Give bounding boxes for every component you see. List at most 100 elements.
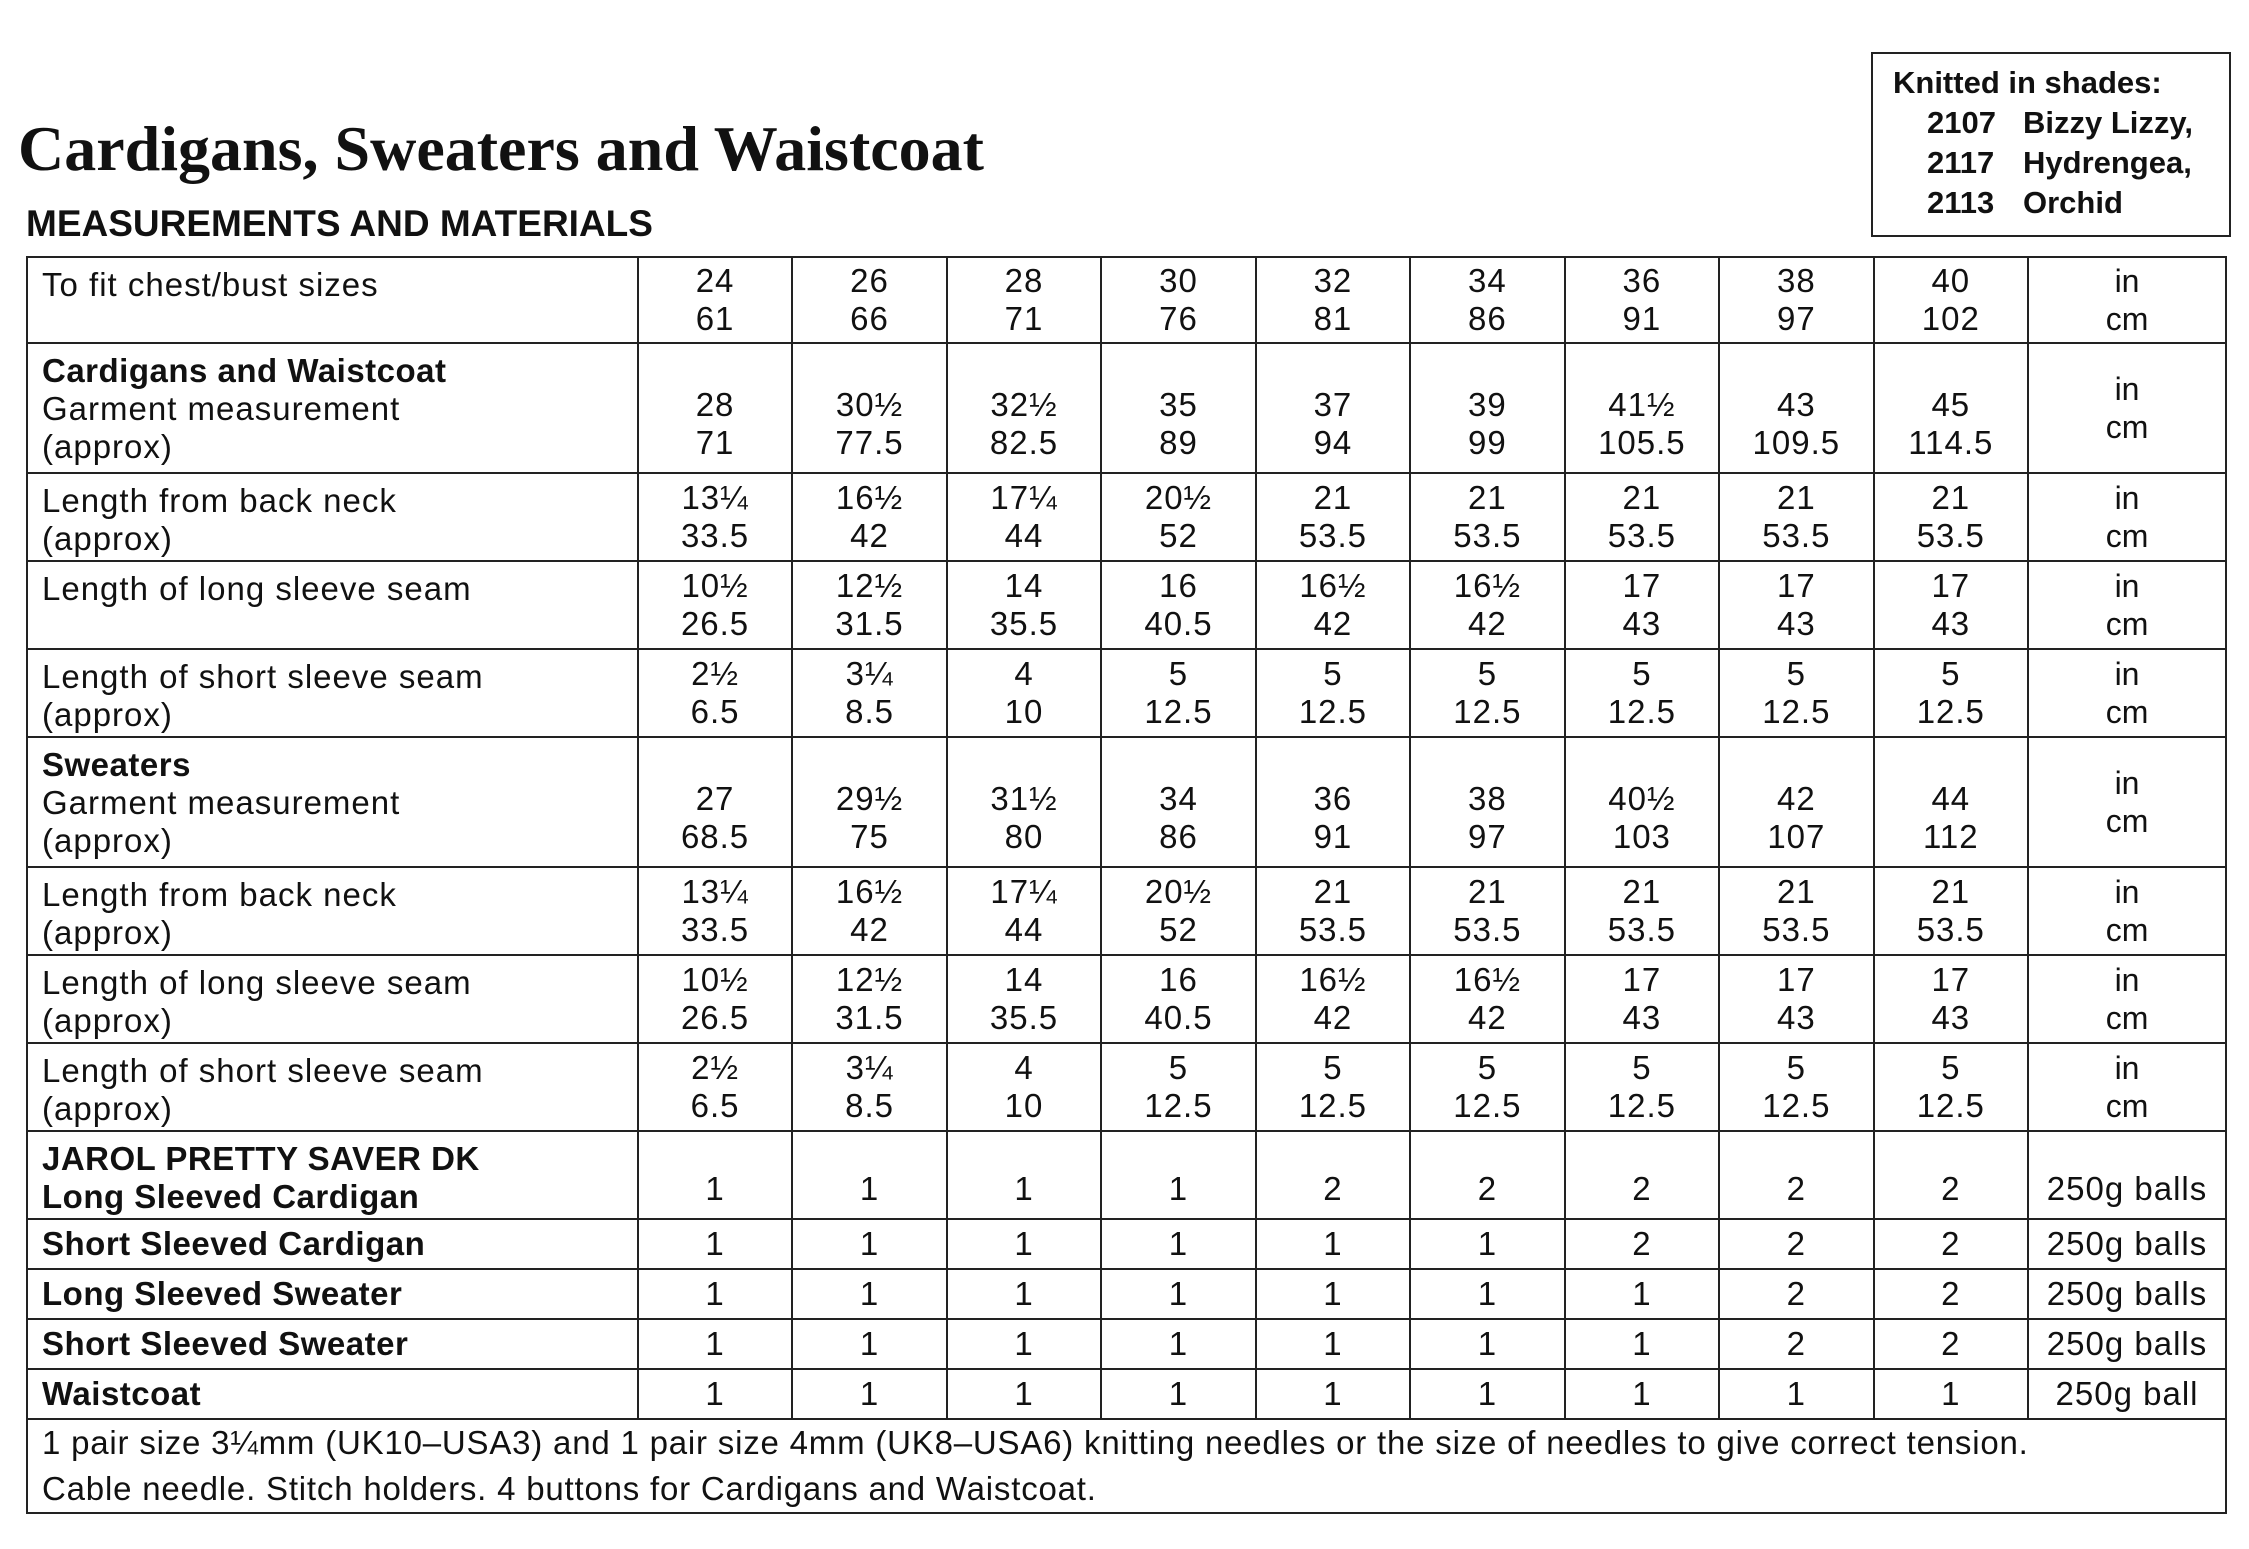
unit-cm: cm [2105,518,2149,554]
value-in: 5 [1477,1049,1498,1086]
ball-count: 1 [1941,1375,1961,1412]
value-cm: 12.5 [1916,1087,1985,1124]
value-in: 14 [1004,567,1044,604]
ball-count: 1 [859,1375,880,1412]
unit-in: in [2114,263,2140,299]
measurement-cell: 5 12.5 [1718,648,1875,738]
ball-count: 1 [859,1225,880,1262]
value-in: 21 [1468,873,1507,910]
value-cm: 42 [1313,605,1353,642]
balls-cell: 1 [945,1318,1103,1370]
value-cm: 40.5 [1144,605,1213,642]
value-cm: 82.5 [989,424,1059,461]
balls-cell: 1 [1254,1368,1412,1420]
value-cm: 53.5 [1762,911,1831,948]
balls-cell: 1 [636,1268,794,1320]
value-in: 27 [695,780,735,817]
measurement-row: Length of short sleeve seam (approx) 2½ 6.5… [26,648,2227,738]
value-cm: 42 [1313,999,1353,1036]
value-in: 17 [1931,961,1971,998]
balls-cell: 1 [1100,1318,1257,1370]
balls-cell: 1 [791,1368,948,1420]
value-cm: 114.5 [1908,424,1994,461]
balls-cell: 1 [1718,1368,1875,1420]
measurement-cell: 27 68.5 [636,736,794,868]
unit-cm: cm [2105,606,2149,642]
value-cm: 40.5 [1144,999,1213,1036]
unit-in: in [2114,568,2140,604]
value-in: 4 [1014,1049,1034,1086]
balls-cell: 1 [1563,1318,1721,1370]
value-in: 5 [1168,655,1189,692]
ball-count: 2 [1323,1170,1343,1207]
ball-count: 1 [859,1170,880,1207]
value-in: 5 [1941,1049,1961,1086]
measurement-row: Length of long sleeve seam (approx) 10½ 26.… [26,954,2227,1044]
value-in: 16 [1159,567,1198,604]
value-cm: 12.5 [1144,693,1213,730]
value-in: 5 [1323,655,1343,692]
ball-count: 1 [705,1225,725,1262]
measurement-cell: 5 12.5 [1254,1042,1412,1132]
notes-cell: 1 pair size 3¼mm (UK10–USA3) and 1 pair … [26,1418,2227,1514]
measurement-cell: 3¼ 8.5 [791,1042,948,1132]
value-cm: 94 [1313,424,1353,461]
value-in: 12½ [835,567,904,604]
shade-code: 2113 [1927,185,1995,220]
section-subtitle: MEASUREMENTS AND MATERIALS [26,203,653,244]
value-cm: 68.5 [680,818,750,855]
measurement-cell: 5 12.5 [1409,1042,1566,1132]
measurement-cell: 5 12.5 [1563,1042,1721,1132]
row-label: Waistcoat [26,1368,639,1420]
balls-cell: 1 [1409,1318,1566,1370]
shades-box: Knitted in shades: 2107 Bizzy Lizzy, 2117… [1871,52,2231,237]
balls-cell: 1 [945,1218,1103,1270]
ball-count: 1 [1014,1170,1034,1207]
value-cm: 107 [1767,818,1826,855]
value-in: 21 [1468,479,1507,516]
yarn-heading: JAROL PRETTY SAVER DK [42,1140,480,1177]
value-cm: 12.5 [1607,1087,1676,1124]
ball-count: 1 [1168,1170,1189,1207]
value-cm: 42 [1468,605,1507,642]
ball-count: 1 [1168,1225,1189,1262]
measurement-cell: 16½ 42 [1409,954,1566,1044]
ball-unit: 250g ball [2055,1375,2199,1412]
row-label-note: (approx) [42,822,173,859]
measurement-cell: 21 53.5 [1409,866,1566,956]
row-label-text: Length of short sleeve seam [42,1052,484,1089]
value-cm: 42 [850,517,889,554]
ball-count: 1 [1786,1375,1807,1412]
value-cm: 103 [1612,818,1671,855]
unit-cm: cm [2105,301,2149,337]
value-in: 30 [1159,262,1198,299]
value-in: 20½ [1144,479,1213,516]
balls-cell: 1 [1254,1318,1412,1370]
value-cm: 53.5 [1453,911,1522,948]
shade-name: Hydrengea, [2023,145,2192,180]
ball-count: 2 [1786,1325,1807,1362]
value-in: 24 [695,262,735,299]
unit-in: in [2114,1050,2140,1086]
value-cm: 12.5 [1916,693,1985,730]
unit-cell: 250g ball [2027,1368,2227,1420]
ball-count: 1 [1632,1275,1652,1312]
shade-item: 2117 Hydrengea, [1893,143,2229,183]
measurement-cell: 16½ 42 [791,866,948,956]
measurement-cell: 5 12.5 [1718,1042,1875,1132]
unit-cm: cm [2105,803,2149,839]
unit-in: in [2114,656,2140,692]
value-in: 3¼ [845,655,894,692]
measurement-cell: 10½ 26.5 [636,954,794,1044]
value-cm: 53.5 [1607,517,1676,554]
value-in: 34 [1468,262,1507,299]
section-heading: Cardigans and Waistcoat [42,352,447,389]
ball-count: 1 [1323,1225,1343,1262]
value-cm: 33.5 [680,911,750,948]
ball-count: 1 [705,1275,725,1312]
measurement-cell: 4 10 [945,648,1103,738]
value-cm: 91 [1622,300,1662,337]
ball-count: 1 [1632,1325,1652,1362]
measurement-cell: 14 35.5 [945,560,1103,650]
value-cm: 44 [1004,517,1044,554]
